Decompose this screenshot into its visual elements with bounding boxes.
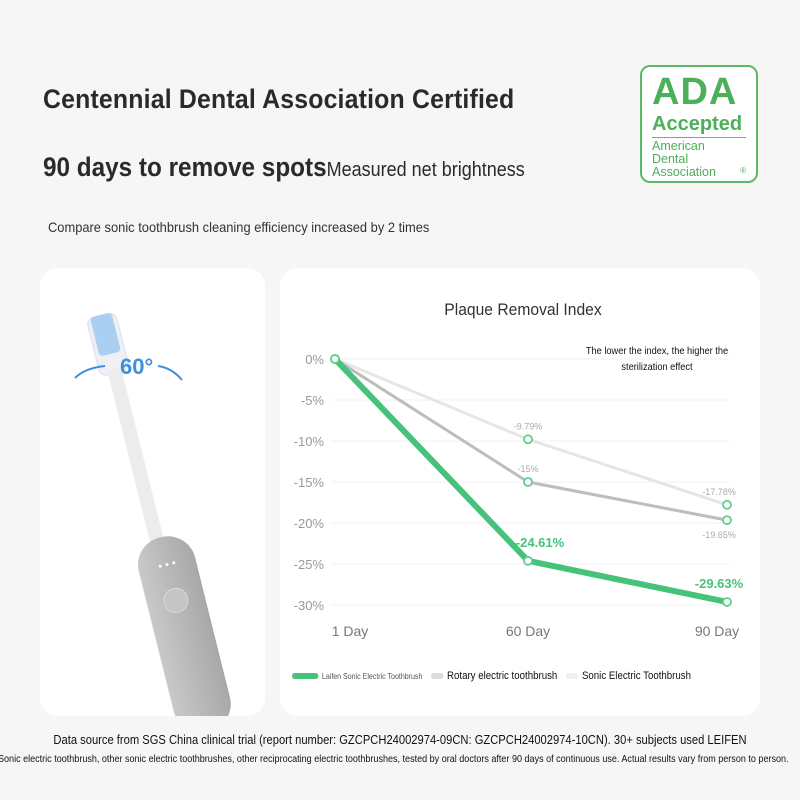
- page-title: Centennial Dental Association Certified: [43, 84, 515, 114]
- y-tick-label: 0%: [305, 352, 324, 367]
- data-point: [523, 434, 533, 445]
- ada-logo-text: ADA: [652, 71, 738, 113]
- rotate-left-arrow-icon: [74, 365, 106, 379]
- ada-org-line: American: [652, 139, 705, 153]
- ada-accepted-text: Accepted: [652, 113, 743, 135]
- data-label: -24.61%: [516, 535, 565, 550]
- x-tick-label: 90 Day: [695, 623, 739, 639]
- ada-divider: [652, 137, 746, 138]
- ada-org-line: Association: [652, 165, 716, 179]
- page-subtitle: 90 days to remove spotsMeasured net brig…: [43, 152, 525, 183]
- data-point: [523, 477, 533, 487]
- data-point: [330, 354, 340, 364]
- data-label: -15%: [517, 464, 538, 474]
- data-label: -19.65%: [702, 530, 736, 540]
- legend-label: Laifen Sonic Electric Toothbrush: [321, 671, 423, 681]
- registered-mark: ®: [740, 166, 746, 175]
- ada-org-line: Dental: [652, 152, 689, 166]
- legend-swatch: [431, 673, 444, 679]
- y-tick-label: -15%: [294, 475, 325, 490]
- y-tick-label: -5%: [301, 393, 325, 408]
- data-point: [722, 597, 732, 607]
- legend-label: Rotary electric toothbrush: [447, 670, 558, 682]
- data-point: [722, 499, 732, 510]
- chart-card: [280, 268, 760, 716]
- legend-item: Sonic Electric Toothbrush: [566, 670, 691, 682]
- handle: [138, 536, 231, 733]
- ada-accepted-logo: ADA Accepted American Dental Association…: [640, 65, 758, 183]
- chart-title: Plaque Removal Index: [444, 300, 602, 319]
- disclaimer: Sonic electric toothbrush, other sonic e…: [0, 753, 789, 765]
- y-tick-label: -10%: [294, 434, 325, 449]
- x-tick-label: 60 Day: [506, 623, 550, 639]
- legend-item: Laifen Sonic Electric Toothbrush: [292, 672, 422, 681]
- tagline: Compare sonic toothbrush cleaning effici…: [48, 219, 430, 235]
- power-button-icon: [163, 587, 189, 613]
- chart-legend: Laifen Sonic Electric Toothbrush Rotary …: [292, 670, 691, 682]
- y-tick-label: -20%: [294, 516, 325, 531]
- data-label: -17.78%: [702, 487, 736, 497]
- ada-org-name: American Dental Association: [652, 140, 716, 179]
- product-card: 60°: [40, 268, 265, 733]
- legend-item: Rotary electric toothbrush: [431, 670, 557, 682]
- toothbrush-image: 60°: [74, 312, 231, 733]
- subtitle-main: 90 days to remove spots: [43, 152, 327, 182]
- data-point: [523, 555, 533, 566]
- legend-label: Sonic Electric Toothbrush: [581, 670, 691, 682]
- angle-label: 60°: [120, 354, 153, 379]
- data-source-note: Data source from SGS China clinical tria…: [53, 732, 747, 747]
- chart-annotation: The lower the index, the higher the ster…: [585, 345, 729, 373]
- data-label: -29.63%: [695, 576, 744, 591]
- brush-neck: [108, 368, 166, 554]
- y-tick-label: -25%: [294, 557, 325, 572]
- legend-swatch: [292, 673, 319, 679]
- rotate-right-arrow-icon: [157, 365, 183, 381]
- data-label: -9.79%: [514, 421, 543, 431]
- line-chart: 0% -5% -10% -15% -20% -25% -30% 1 Day 60 Day 90 D…: [294, 352, 744, 639]
- subtitle-small: Measured net brightness: [326, 159, 525, 181]
- y-tick-label: -30%: [294, 598, 325, 613]
- legend-swatch: [566, 673, 579, 679]
- x-tick-label: 1 Day: [332, 623, 369, 639]
- data-point: [722, 515, 732, 526]
